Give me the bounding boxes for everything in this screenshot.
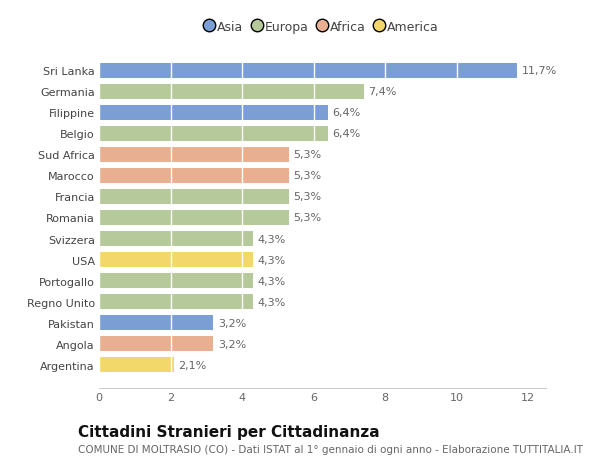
Bar <box>99 147 289 162</box>
Text: Cittadini Stranieri per Cittadinanza: Cittadini Stranieri per Cittadinanza <box>78 425 380 440</box>
Bar <box>99 84 364 100</box>
Text: 4,3%: 4,3% <box>257 234 286 244</box>
Bar <box>99 315 214 330</box>
Text: 11,7%: 11,7% <box>521 66 557 76</box>
Text: 7,4%: 7,4% <box>368 87 396 97</box>
Text: 5,3%: 5,3% <box>293 171 321 181</box>
Legend: Asia, Europa, Africa, America: Asia, Europa, Africa, America <box>202 17 443 38</box>
Bar <box>99 211 289 225</box>
Text: 6,4%: 6,4% <box>332 129 361 139</box>
Text: 2,1%: 2,1% <box>178 360 206 370</box>
Bar <box>99 252 253 268</box>
Text: 5,3%: 5,3% <box>293 213 321 223</box>
Bar <box>99 64 517 79</box>
Bar <box>99 190 289 205</box>
Text: 3,2%: 3,2% <box>218 318 246 328</box>
Bar <box>99 336 214 352</box>
Bar <box>99 274 253 289</box>
Bar <box>99 294 253 309</box>
Text: 4,3%: 4,3% <box>257 297 286 307</box>
Text: 5,3%: 5,3% <box>293 150 321 160</box>
Bar <box>99 168 289 184</box>
Text: 5,3%: 5,3% <box>293 192 321 202</box>
Bar <box>99 127 328 142</box>
Bar <box>99 231 253 246</box>
Text: 6,4%: 6,4% <box>332 108 361 118</box>
Text: COMUNE DI MOLTRASIO (CO) - Dati ISTAT al 1° gennaio di ogni anno - Elaborazione : COMUNE DI MOLTRASIO (CO) - Dati ISTAT al… <box>78 444 583 454</box>
Bar <box>99 106 328 121</box>
Text: 4,3%: 4,3% <box>257 276 286 286</box>
Bar <box>99 357 174 372</box>
Text: 3,2%: 3,2% <box>218 339 246 349</box>
Text: 4,3%: 4,3% <box>257 255 286 265</box>
